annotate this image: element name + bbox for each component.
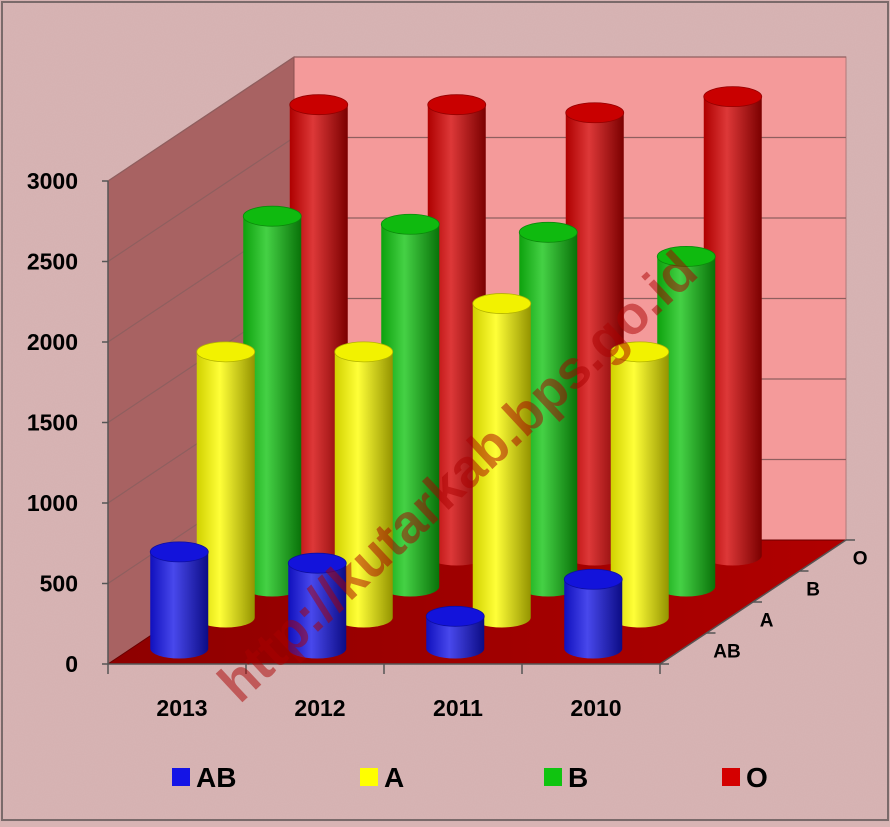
bar-top xyxy=(242,205,302,227)
bar-top xyxy=(427,94,487,116)
bar-body xyxy=(657,256,716,597)
bar-B-2011 xyxy=(518,221,578,597)
bar-body xyxy=(610,351,669,628)
bar-body xyxy=(289,104,348,566)
x-tick-label: 2010 xyxy=(570,695,621,721)
bar-top xyxy=(472,293,532,314)
bar-top xyxy=(610,341,670,363)
depth-tick-label: O xyxy=(853,549,868,570)
bar-top xyxy=(703,86,763,108)
bar-body xyxy=(472,303,531,628)
y-tick-label: 1500 xyxy=(27,410,78,436)
bar-top xyxy=(565,102,625,124)
bar-top xyxy=(656,246,716,267)
legend-label-O: O xyxy=(746,762,768,793)
bar-top xyxy=(380,213,440,235)
legend-label-A: A xyxy=(384,762,404,793)
x-tick-label: 2013 xyxy=(156,695,207,721)
bar-AB-2010 xyxy=(563,568,623,659)
bar-top xyxy=(518,221,578,243)
bar-body xyxy=(150,551,209,659)
bar-A-2010 xyxy=(610,341,670,628)
bar-O-2010 xyxy=(703,86,763,566)
y-tick-label: 2500 xyxy=(27,249,78,275)
bar-top xyxy=(149,541,209,563)
bar-B-2012 xyxy=(380,213,440,597)
bar-body xyxy=(427,104,486,566)
bar-top xyxy=(289,94,349,116)
depth-tick-label: A xyxy=(760,611,774,632)
bar-body xyxy=(334,351,393,628)
bar-AB-2012 xyxy=(287,552,347,659)
bar-body xyxy=(381,224,440,597)
bar-top xyxy=(196,341,256,363)
y-tick-label: 3000 xyxy=(27,168,78,194)
bar-O-2011 xyxy=(565,102,625,566)
legend-swatch-B xyxy=(544,768,562,786)
bar-B-2010 xyxy=(656,246,716,597)
bar-AB-2013 xyxy=(149,541,209,659)
bar-top xyxy=(334,341,394,363)
bar-body xyxy=(565,112,624,566)
bar-A-2011 xyxy=(472,293,532,628)
bar-top xyxy=(563,568,623,590)
y-tick-label: 0 xyxy=(65,651,78,677)
bar-AB-2011 xyxy=(425,605,485,659)
bar-body xyxy=(519,232,578,597)
gridline xyxy=(107,56,846,182)
bar-body xyxy=(196,351,255,628)
bar-body xyxy=(426,616,485,659)
bar-A-2012 xyxy=(334,341,394,628)
bar-O-2013 xyxy=(289,94,349,566)
bar-body xyxy=(243,216,302,597)
bar-B-2013 xyxy=(242,205,302,597)
bar-body xyxy=(564,579,623,659)
y-tick-label: 500 xyxy=(40,571,78,597)
x-tick-label: 2012 xyxy=(294,695,345,721)
y-tick-label: 2000 xyxy=(27,329,78,355)
bar-O-2012 xyxy=(427,94,487,566)
x-tick-label: 2011 xyxy=(433,695,483,721)
bar-body xyxy=(703,96,762,566)
legend-label-AB: AB xyxy=(196,762,236,793)
y-tick-label: 1000 xyxy=(27,490,78,516)
legend-swatch-A xyxy=(360,768,378,786)
bar-A-2013 xyxy=(196,341,256,628)
depth-tick-label: B xyxy=(806,580,820,601)
legend-swatch-O xyxy=(722,768,740,786)
bar-top xyxy=(287,552,347,574)
legend-swatch-AB xyxy=(172,768,190,786)
bar-top xyxy=(425,605,485,627)
bar-body xyxy=(288,563,347,659)
legend-label-B: B xyxy=(568,762,588,793)
depth-tick-label: AB xyxy=(713,642,740,663)
